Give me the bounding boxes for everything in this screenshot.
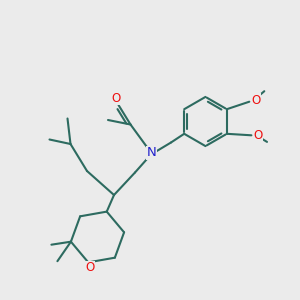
Text: O: O	[85, 261, 94, 274]
Text: N: N	[147, 146, 156, 160]
Text: O: O	[254, 129, 262, 142]
Text: O: O	[251, 94, 260, 107]
Text: O: O	[112, 92, 121, 105]
